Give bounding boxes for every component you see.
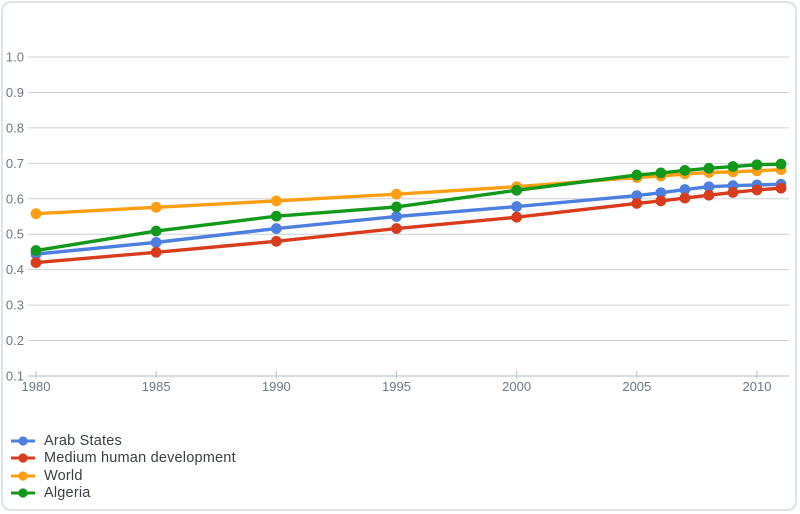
legend-label-arab-states: Arab States xyxy=(44,432,122,449)
data-point-arab-states-2000[interactable] xyxy=(511,201,523,212)
x-axis-label-1990: 1990 xyxy=(262,379,291,394)
data-point-algeria-1995[interactable] xyxy=(391,201,402,213)
data-point-arab-states-2005[interactable] xyxy=(631,190,643,201)
data-point-algeria-2009[interactable] xyxy=(727,161,739,172)
data-point-medium-human-development-2007[interactable] xyxy=(679,192,691,204)
data-point-arab-states-2006[interactable] xyxy=(655,187,667,199)
y-axis-label-0.1: 0.1 xyxy=(6,369,24,384)
legend-item-algeria: Algeria xyxy=(10,485,236,503)
data-point-algeria-1985[interactable] xyxy=(150,225,162,237)
data-point-medium-human-development-2006[interactable] xyxy=(655,195,667,207)
data-point-medium-human-development-2010[interactable] xyxy=(751,184,763,196)
data-point-algeria-1990[interactable] xyxy=(270,210,282,222)
data-point-arab-states-1985[interactable] xyxy=(150,236,162,248)
data-point-algeria-2008[interactable] xyxy=(703,162,715,174)
legend-item-medium-human-development: Medium human development xyxy=(10,450,236,468)
y-axis-label-0.6: 0.6 xyxy=(6,191,24,206)
y-axis-label-1.0: 1.0 xyxy=(6,50,24,65)
data-point-world-1985[interactable] xyxy=(150,201,162,213)
legend-marker-world xyxy=(11,471,35,481)
x-axis-label-1980: 1980 xyxy=(22,379,51,394)
data-point-medium-human-development-1990[interactable] xyxy=(270,235,282,247)
legend-marker-medium-human-development xyxy=(11,453,35,463)
legend-marker-arab-states xyxy=(11,436,35,446)
data-point-arab-states-1990[interactable] xyxy=(270,223,282,234)
data-point-medium-human-development-2000[interactable] xyxy=(511,211,523,223)
x-axis-label-1985: 1985 xyxy=(142,379,171,394)
data-point-algeria-2011[interactable] xyxy=(775,158,787,170)
data-point-medium-human-development-2011[interactable] xyxy=(775,182,787,194)
data-point-algeria-1980[interactable] xyxy=(30,245,42,256)
y-axis-label-0.5: 0.5 xyxy=(6,227,24,242)
y-axis-label-0.8: 0.8 xyxy=(6,120,24,135)
data-point-algeria-2000[interactable] xyxy=(511,184,523,196)
data-point-algeria-2010[interactable] xyxy=(751,159,763,171)
data-point-arab-states-1995[interactable] xyxy=(391,211,402,222)
data-point-medium-human-development-1985[interactable] xyxy=(150,246,162,258)
data-point-algeria-2005[interactable] xyxy=(631,169,643,181)
y-axis-label-0.9: 0.9 xyxy=(6,85,24,100)
x-axis-label-2005: 2005 xyxy=(622,379,651,394)
legend-label-medium-human-development: Medium human development xyxy=(44,450,236,467)
y-axis-label-0.4: 0.4 xyxy=(6,262,24,277)
data-point-arab-states-2007[interactable] xyxy=(679,184,691,195)
x-axis-label-1995: 1995 xyxy=(382,379,411,394)
data-point-algeria-2007[interactable] xyxy=(679,165,691,176)
legend-marker-algeria xyxy=(11,488,35,498)
data-point-world-1980[interactable] xyxy=(30,208,42,220)
data-point-arab-states-2008[interactable] xyxy=(703,181,715,193)
x-axis-label-2010: 2010 xyxy=(743,379,772,394)
y-axis-label-0.2: 0.2 xyxy=(6,333,24,348)
y-axis-label-0.7: 0.7 xyxy=(6,156,24,171)
x-axis-label-2000: 2000 xyxy=(502,379,531,394)
data-point-world-1990[interactable] xyxy=(270,195,282,207)
data-point-algeria-2006[interactable] xyxy=(655,167,667,179)
series-line-medium-human-development xyxy=(34,186,783,265)
legend-item-arab-states: Arab States xyxy=(10,432,236,450)
legend-item-world: World xyxy=(10,467,236,485)
data-point-world-1995[interactable] xyxy=(391,188,402,200)
data-point-medium-human-development-2005[interactable] xyxy=(631,197,643,209)
data-point-medium-human-development-2008[interactable] xyxy=(703,189,715,201)
y-axis-label-0.3: 0.3 xyxy=(6,298,24,313)
chart-legend: Arab States Medium human development Wor… xyxy=(10,432,236,502)
data-point-medium-human-development-1995[interactable] xyxy=(391,223,402,234)
data-point-medium-human-development-1980[interactable] xyxy=(30,257,42,268)
legend-label-algeria: Algeria xyxy=(44,485,91,502)
legend-label-world: World xyxy=(44,467,83,484)
data-point-medium-human-development-2009[interactable] xyxy=(727,186,739,198)
